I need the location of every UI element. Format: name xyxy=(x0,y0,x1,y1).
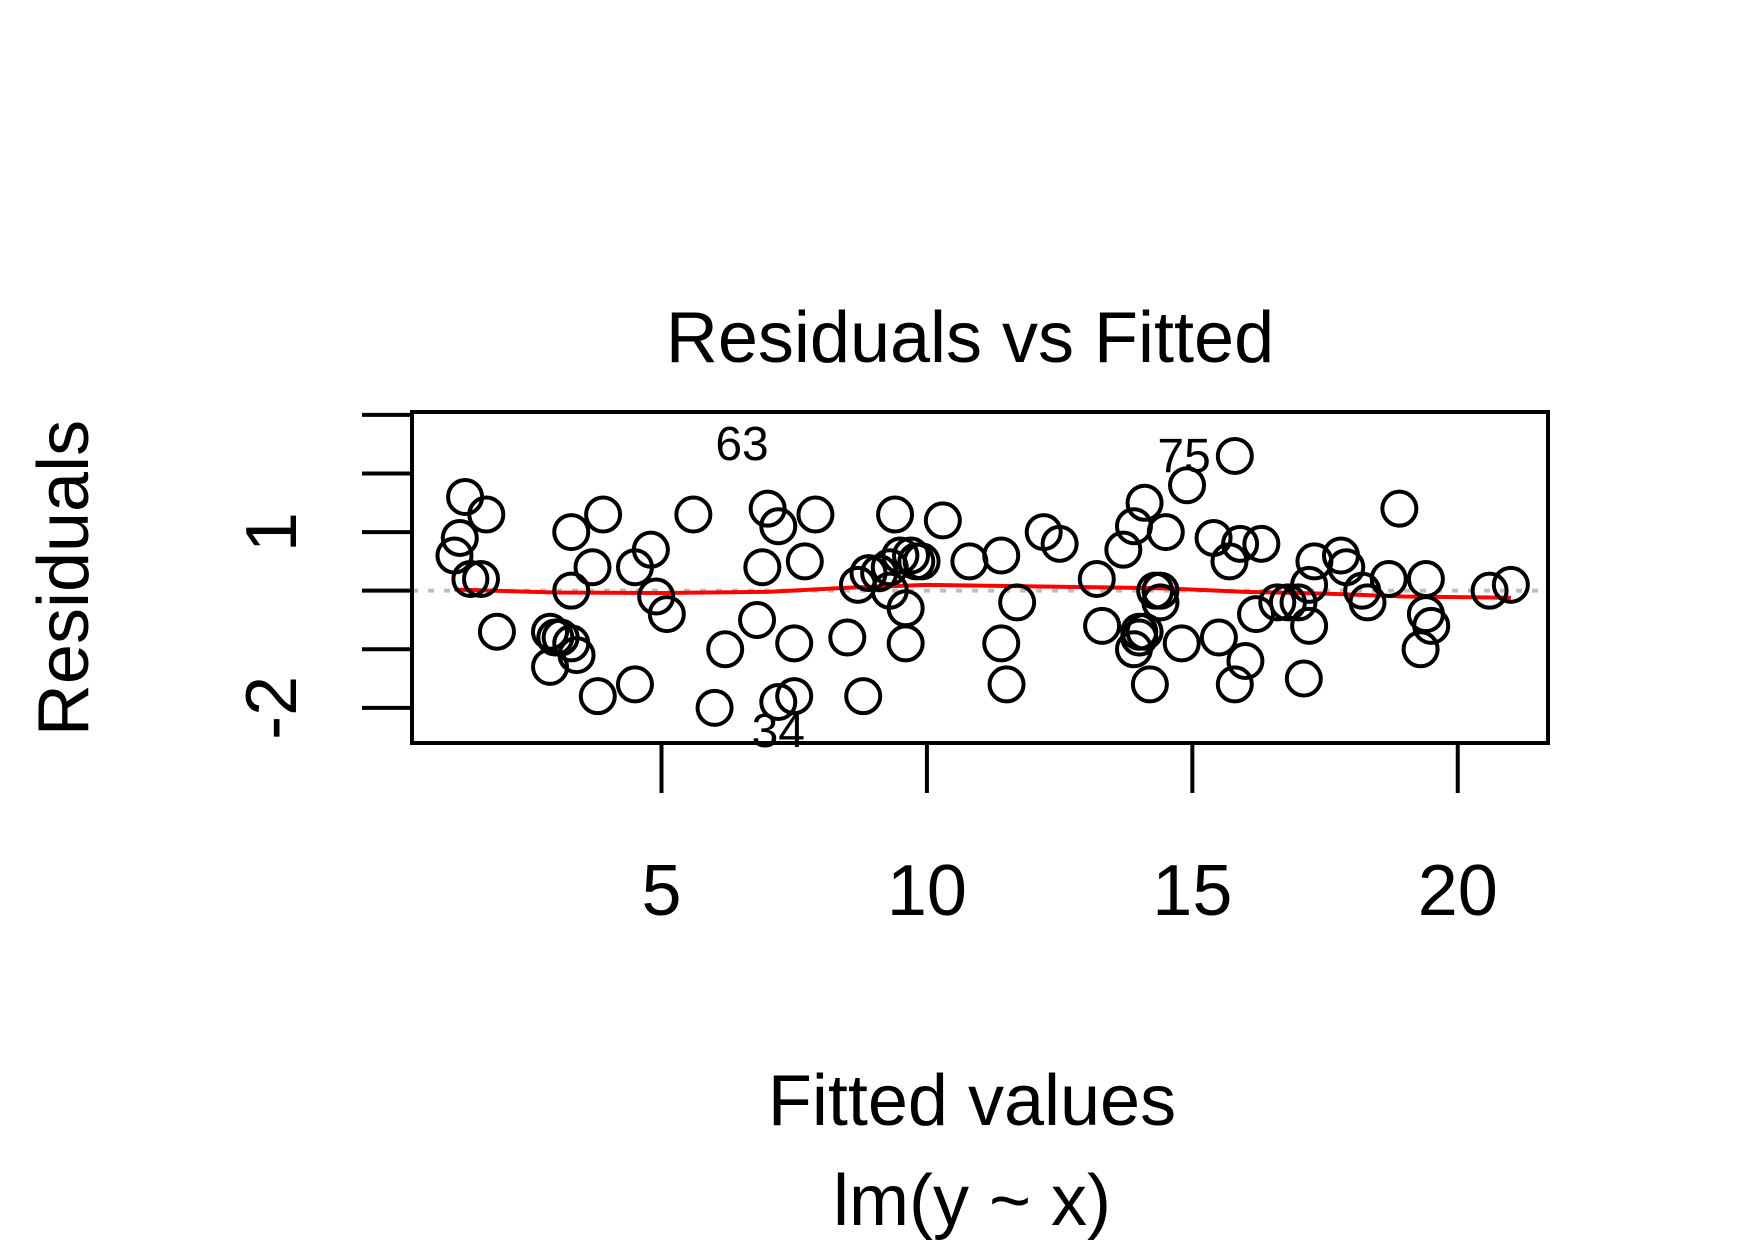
data-point xyxy=(987,665,1026,704)
data-point xyxy=(759,507,798,546)
data-point xyxy=(573,548,612,587)
data-point xyxy=(775,677,814,716)
points-group xyxy=(435,436,1530,727)
data-point xyxy=(477,612,516,651)
data-point xyxy=(674,495,713,534)
data-point xyxy=(998,583,1037,622)
data-point xyxy=(706,630,745,669)
data-point xyxy=(902,542,941,581)
data-point xyxy=(440,518,479,557)
data-point xyxy=(886,624,925,663)
data-point xyxy=(1221,524,1260,563)
data-point xyxy=(1168,466,1207,505)
data-point xyxy=(695,688,734,727)
data-point xyxy=(775,624,814,663)
point-label-63: 63 xyxy=(715,418,768,471)
data-point xyxy=(1237,595,1276,634)
data-point xyxy=(1040,524,1079,563)
x-tick-label: 20 xyxy=(1418,851,1498,931)
y-axis-title: Residuals xyxy=(24,420,104,736)
data-point xyxy=(647,595,686,634)
chart-title: Residuals vs Fitted xyxy=(666,298,1274,378)
data-point xyxy=(584,495,623,534)
y-axis: -2 1 xyxy=(232,412,412,740)
data-point xyxy=(923,501,962,540)
x-axis: 5 10 15 20 xyxy=(641,743,1498,931)
data-point xyxy=(1104,530,1143,569)
data-point xyxy=(844,677,883,716)
data-point xyxy=(1412,606,1451,645)
data-point xyxy=(1077,559,1116,598)
data-point xyxy=(1491,565,1530,604)
data-point xyxy=(1083,606,1122,645)
data-point xyxy=(1162,624,1201,663)
data-point xyxy=(451,559,490,598)
data-point xyxy=(881,536,920,575)
data-point xyxy=(828,618,867,657)
data-point xyxy=(631,530,670,569)
data-point xyxy=(552,513,591,552)
data-point xyxy=(1215,665,1254,704)
data-point xyxy=(1470,571,1509,610)
data-point xyxy=(1380,489,1419,528)
x-axis-subtitle: lm(y ~ x) xyxy=(833,1161,1111,1241)
data-point xyxy=(1290,565,1329,604)
data-point xyxy=(1130,665,1169,704)
data-point xyxy=(1120,618,1159,657)
data-point xyxy=(446,477,485,516)
data-point xyxy=(1226,641,1265,680)
point-label-34: 34 xyxy=(752,705,805,758)
data-point xyxy=(1125,483,1164,522)
y-tick-label: -2 xyxy=(232,676,312,740)
data-point xyxy=(738,600,777,639)
x-axis-title: Fitted values xyxy=(768,1061,1176,1141)
data-point xyxy=(785,542,824,581)
data-point xyxy=(1327,548,1366,587)
data-point xyxy=(743,548,782,587)
data-point xyxy=(982,624,1021,663)
data-point xyxy=(1199,618,1238,657)
data-point xyxy=(1141,583,1180,622)
plot-area: 63 75 34 xyxy=(410,410,1550,758)
data-point xyxy=(552,571,591,610)
data-point xyxy=(1290,606,1329,645)
y-tick-label: 1 xyxy=(232,512,312,552)
data-point xyxy=(876,495,915,534)
data-point xyxy=(1125,612,1164,651)
data-point xyxy=(1369,559,1408,598)
point-labels-group: 63 75 34 xyxy=(715,418,1210,758)
plot-frame xyxy=(410,410,1550,745)
data-point xyxy=(1242,524,1281,563)
data-point xyxy=(982,536,1021,575)
x-tick-label: 15 xyxy=(1152,851,1232,931)
data-point xyxy=(950,542,989,581)
x-tick-label: 10 xyxy=(887,851,967,931)
x-tick-label: 5 xyxy=(641,851,681,931)
data-point xyxy=(462,559,501,598)
data-point xyxy=(1348,583,1387,622)
data-point xyxy=(467,495,506,534)
data-point xyxy=(1258,583,1297,622)
data-point xyxy=(1141,571,1180,610)
point-label-75: 75 xyxy=(1157,430,1210,483)
data-point xyxy=(1215,436,1254,475)
data-point xyxy=(1146,513,1185,552)
data-point xyxy=(557,636,596,675)
data-point xyxy=(1284,659,1323,698)
data-point xyxy=(1401,630,1440,669)
data-point xyxy=(615,665,654,704)
data-point xyxy=(796,495,835,534)
data-point xyxy=(578,677,617,716)
data-point xyxy=(759,682,798,721)
